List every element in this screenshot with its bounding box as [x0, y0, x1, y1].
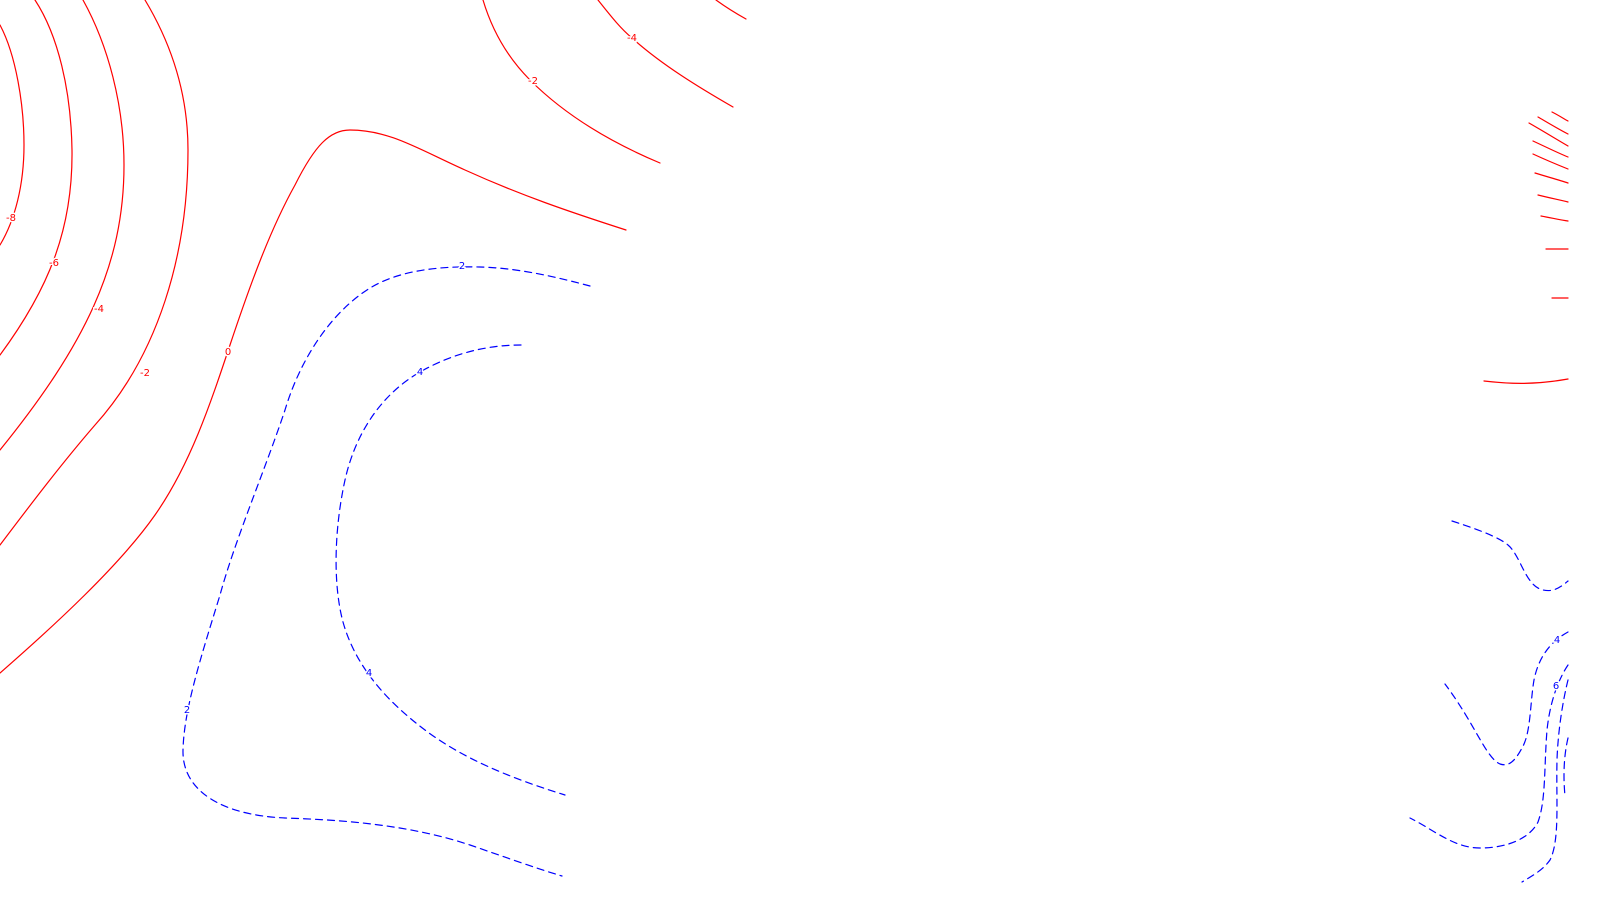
label-neg-6-left: -6 [49, 258, 59, 269]
contour-line-neg-2-left [0, 0, 189, 546]
contour-line-pos-right-upper [1451, 520, 1569, 592]
label-pos-2-top: 2 [459, 261, 465, 272]
contour-line-neg-edge-top [715, 0, 747, 20]
contour-line-neg-right-11 [1483, 378, 1569, 384]
contour-line-neg-4-left [0, 0, 125, 451]
positive-contours [182, 266, 1569, 883]
label-neg-4-left: -4 [94, 304, 104, 315]
contour-line-neg-4-top [597, 0, 734, 108]
contour-line-neg-2-top [482, 0, 661, 164]
negative-contours [0, 0, 1569, 674]
label-zero-left: 0 [225, 347, 231, 358]
contour-line-zero-left [0, 129, 627, 674]
label-pos-4-right: 4 [1554, 635, 1560, 646]
label-pos-2-lower: 2 [184, 705, 190, 716]
contour-line-neg-right-5 [1532, 153, 1569, 170]
contour-line-pos-right-inner [1409, 664, 1569, 849]
contour-line-neg-right-4 [1532, 140, 1569, 158]
contour-line-neg-6-left [0, 0, 73, 356]
label-neg-4-top: -4 [627, 33, 637, 44]
contour-line-neg-8-left [0, 24, 25, 246]
contour-line-pos-4-left [335, 344, 566, 796]
contour-line-neg-right-7 [1537, 194, 1569, 203]
contour-line-neg-right-8 [1540, 215, 1569, 222]
contour-line-pos-2-left [182, 266, 591, 877]
contour-labels: -8 -6 -4 -2 0 -2 -4 2 4 4 2 4 6 [5, 32, 1562, 718]
contour-line-neg-right-6 [1534, 172, 1569, 184]
label-pos-6-right: 6 [1553, 681, 1559, 692]
contour-line-neg-right-3 [1528, 122, 1569, 147]
label-pos-4-lower: 4 [366, 668, 372, 679]
label-neg-2-top: -2 [528, 76, 538, 87]
label-neg-2-left: -2 [140, 368, 150, 379]
contour-line-neg-right-2 [1537, 116, 1569, 135]
contour-line-pos-right-middle [1444, 631, 1569, 766]
contour-line-neg-right-1 [1551, 111, 1569, 122]
label-pos-4-upper: 4 [417, 367, 423, 378]
contour-line-pos-right-outer [1521, 679, 1569, 883]
label-neg-8-left: -8 [6, 213, 16, 224]
contour-line-pos-right-edge [1563, 737, 1569, 797]
